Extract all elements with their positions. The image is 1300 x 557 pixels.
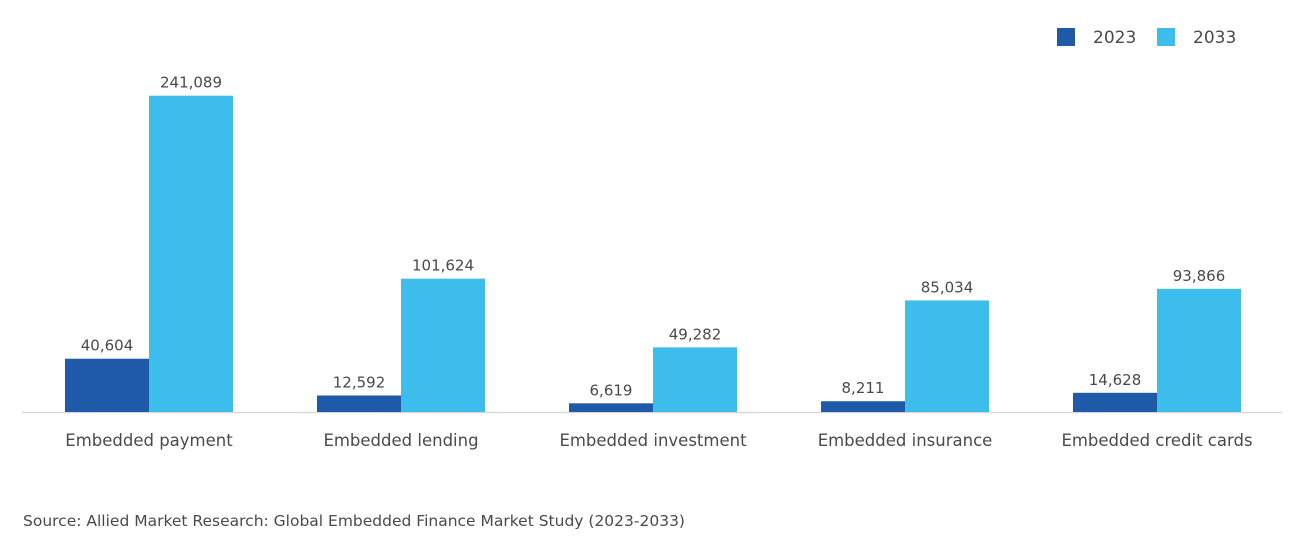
data-label: 6,619 [590,381,633,399]
bar-2033 [401,278,485,412]
bar-2023 [821,401,905,412]
data-label: 101,624 [412,257,474,275]
data-label: 40,604 [81,337,134,355]
data-label: 241,089 [160,74,222,92]
category-label: Embedded lending [323,431,478,450]
legend-swatch-2023 [1057,28,1075,46]
data-label: 12,592 [333,373,386,391]
data-label: 49,282 [669,325,722,343]
legend-swatch-2033 [1157,28,1175,46]
source-note: Source: Allied Market Research: Global E… [23,512,685,530]
category-label: Embedded credit cards [1061,431,1252,450]
category-label: Embedded insurance [818,431,993,450]
legend-label: 2023 [1093,28,1136,48]
bar-2033 [149,95,233,413]
data-label: 85,034 [921,278,974,296]
bar-2023 [317,395,401,412]
category-label: Embedded payment [65,431,233,450]
bar-2033 [1157,288,1241,412]
data-label: 93,866 [1173,267,1226,285]
bar-2023 [65,358,149,412]
bar-2033 [905,300,989,412]
data-label: 8,211 [842,379,885,397]
bar-2023 [569,403,653,412]
bar-2033 [653,347,737,412]
category-label: Embedded investment [559,431,747,450]
bar-2023 [1073,392,1157,412]
legend-label: 2033 [1193,28,1236,48]
data-label: 14,628 [1089,371,1142,389]
